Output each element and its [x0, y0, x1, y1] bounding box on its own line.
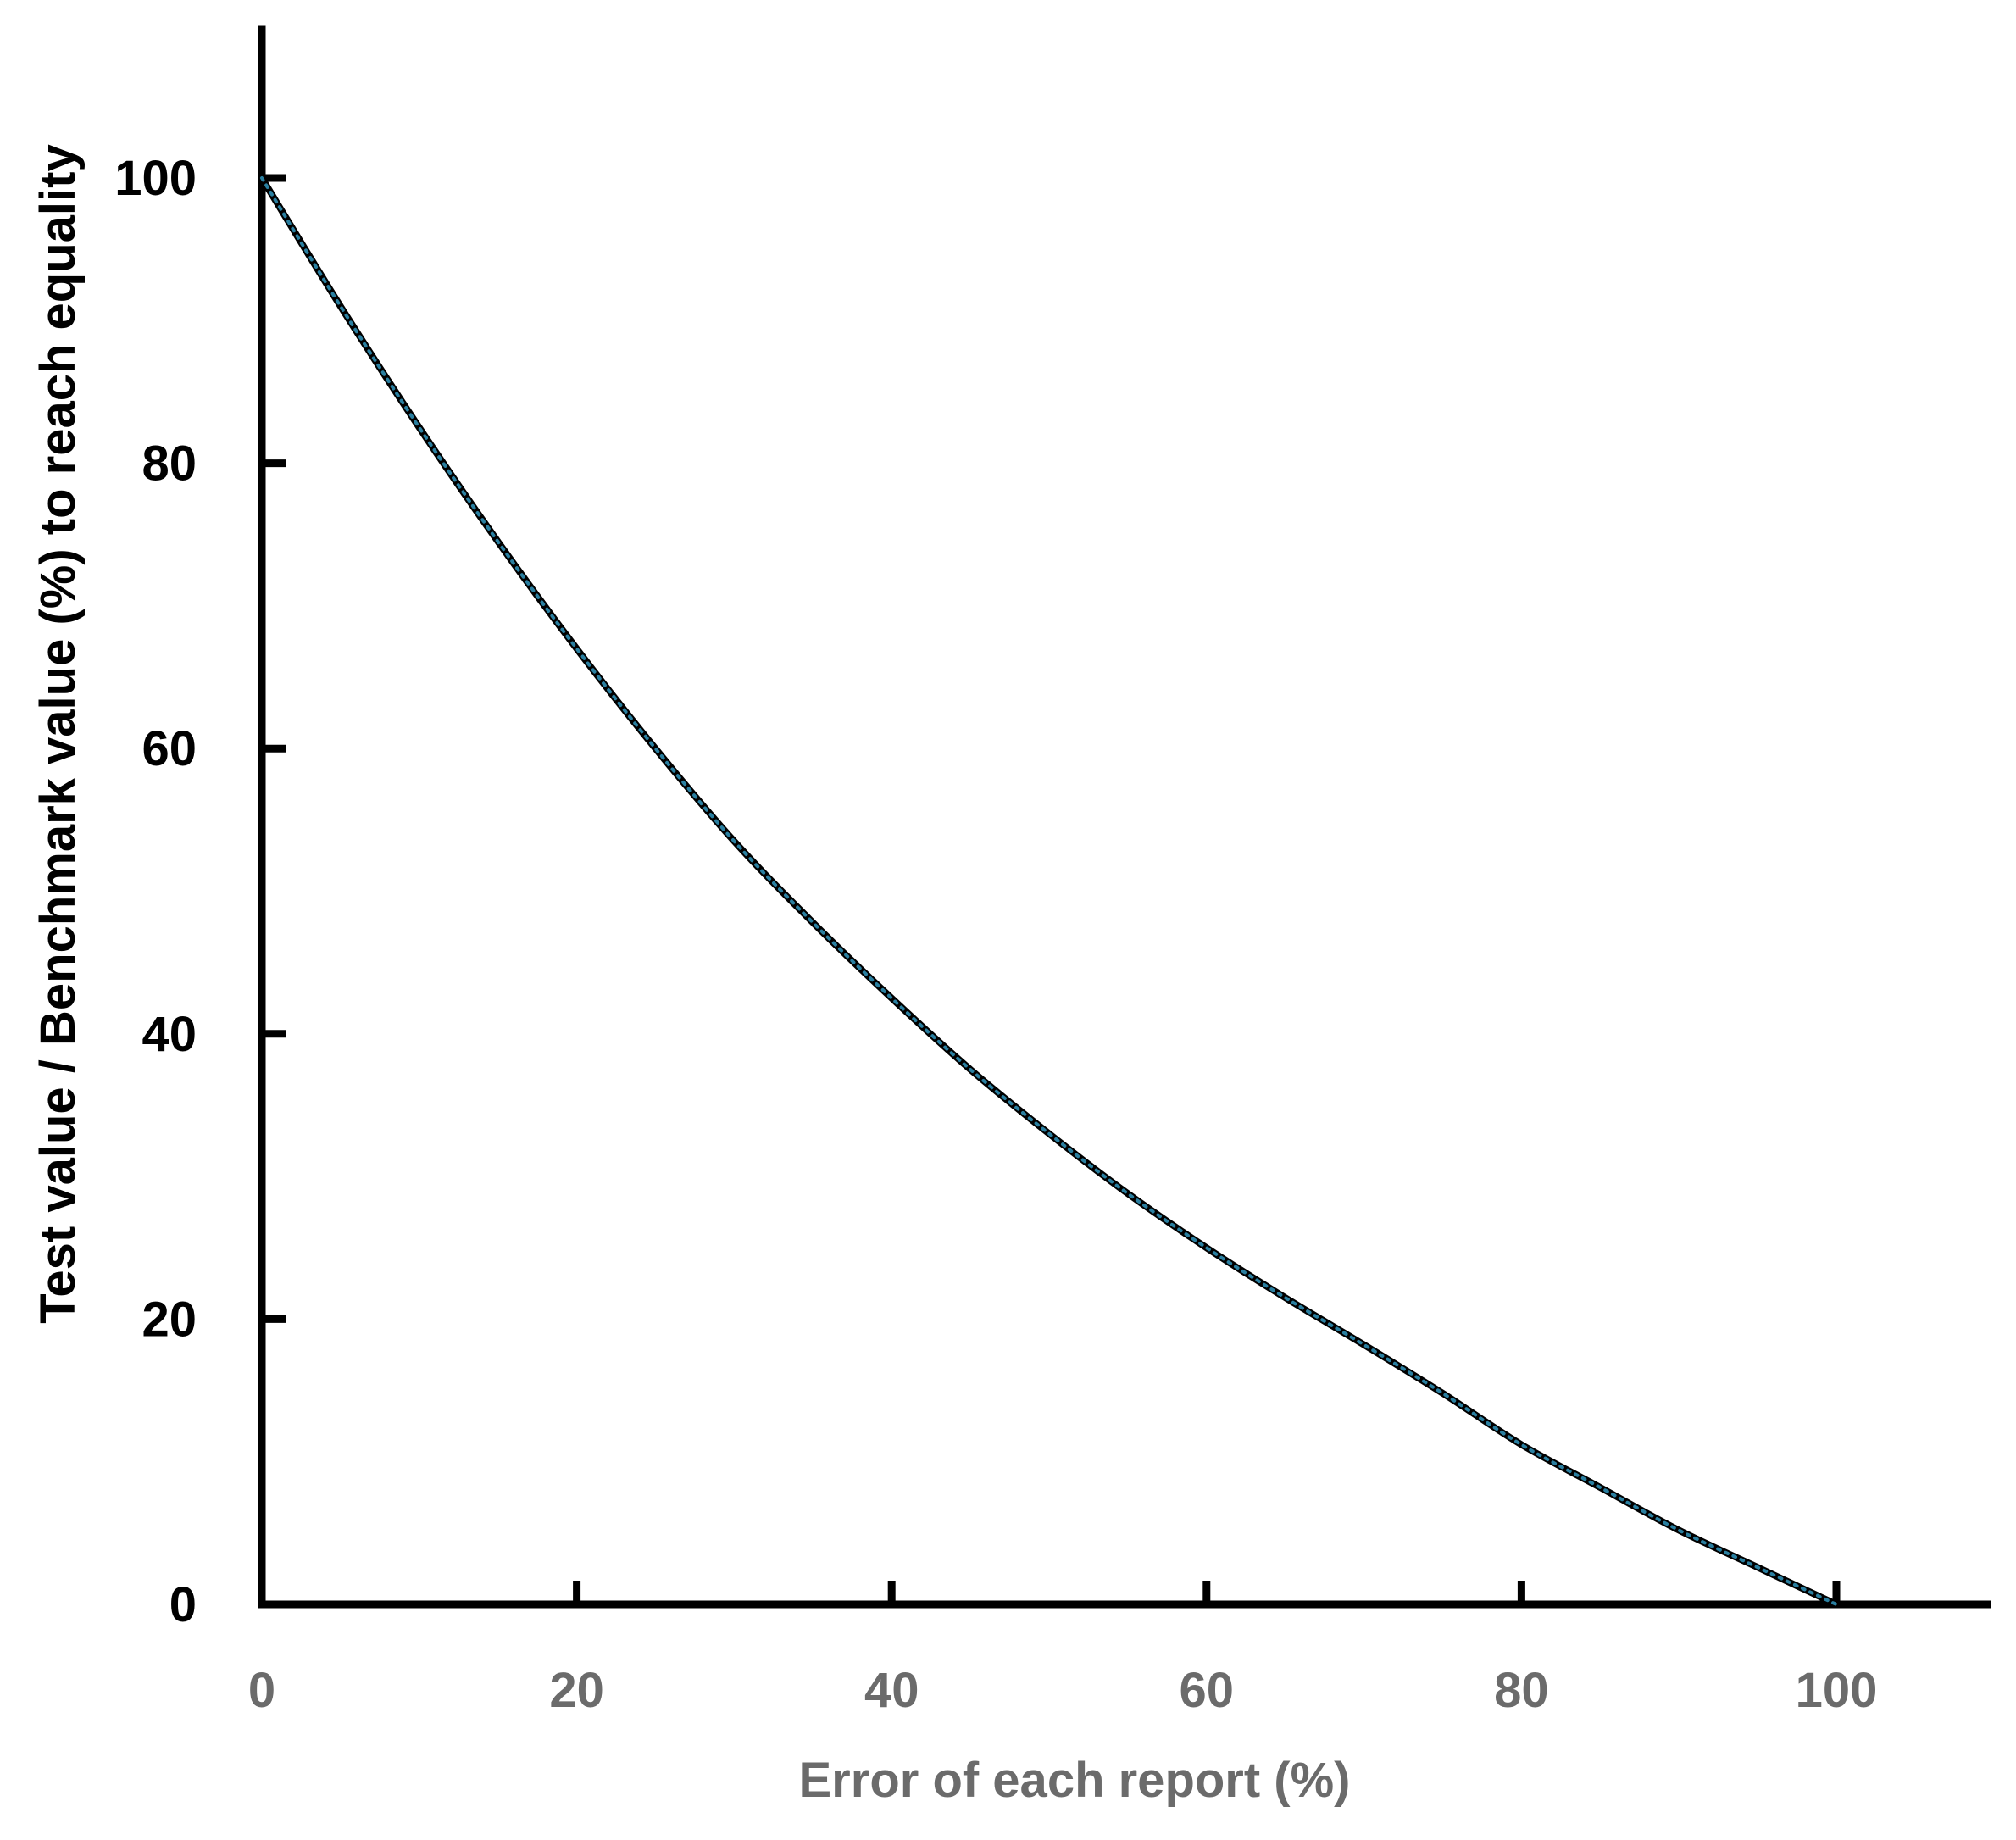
x-tick-label: 80: [1494, 1663, 1549, 1718]
y-tick-label: 20: [142, 1292, 197, 1347]
y-tick-label: 40: [142, 1007, 197, 1062]
x-tick-label: 40: [864, 1663, 919, 1718]
x-tick-label: 0: [248, 1663, 275, 1718]
x-tick-label: 60: [1180, 1663, 1235, 1718]
y-tick-label: 60: [142, 721, 197, 776]
axes: [258, 25, 1991, 1609]
series-line-solid: [258, 175, 1840, 1608]
y-tick-label: 100: [114, 151, 197, 206]
ticks: 0 20 40 60 80 100 0 20 40 60 80 100: [114, 151, 1877, 1718]
x-tick-label: 100: [1796, 1663, 1878, 1718]
series-line-dotted: [260, 176, 1838, 1606]
y-tick-label: 0: [169, 1577, 197, 1632]
x-tick-label: 20: [549, 1663, 604, 1718]
x-axis-title: Error of each report (%): [799, 1753, 1351, 1808]
y-axis-title: Test value / Benchmark value (%) to reac…: [31, 144, 86, 1323]
series: [258, 175, 1840, 1608]
y-tick-label: 80: [142, 436, 197, 492]
